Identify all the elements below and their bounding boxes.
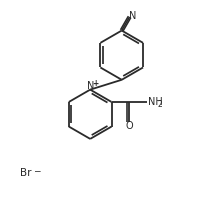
Text: 2: 2 (158, 100, 162, 109)
Text: O: O (125, 121, 133, 131)
Text: Br: Br (20, 168, 32, 178)
Text: −: − (33, 166, 41, 176)
Text: NH: NH (148, 97, 163, 107)
Text: N: N (129, 11, 136, 21)
Text: N: N (87, 81, 94, 91)
Text: +: + (92, 79, 98, 88)
